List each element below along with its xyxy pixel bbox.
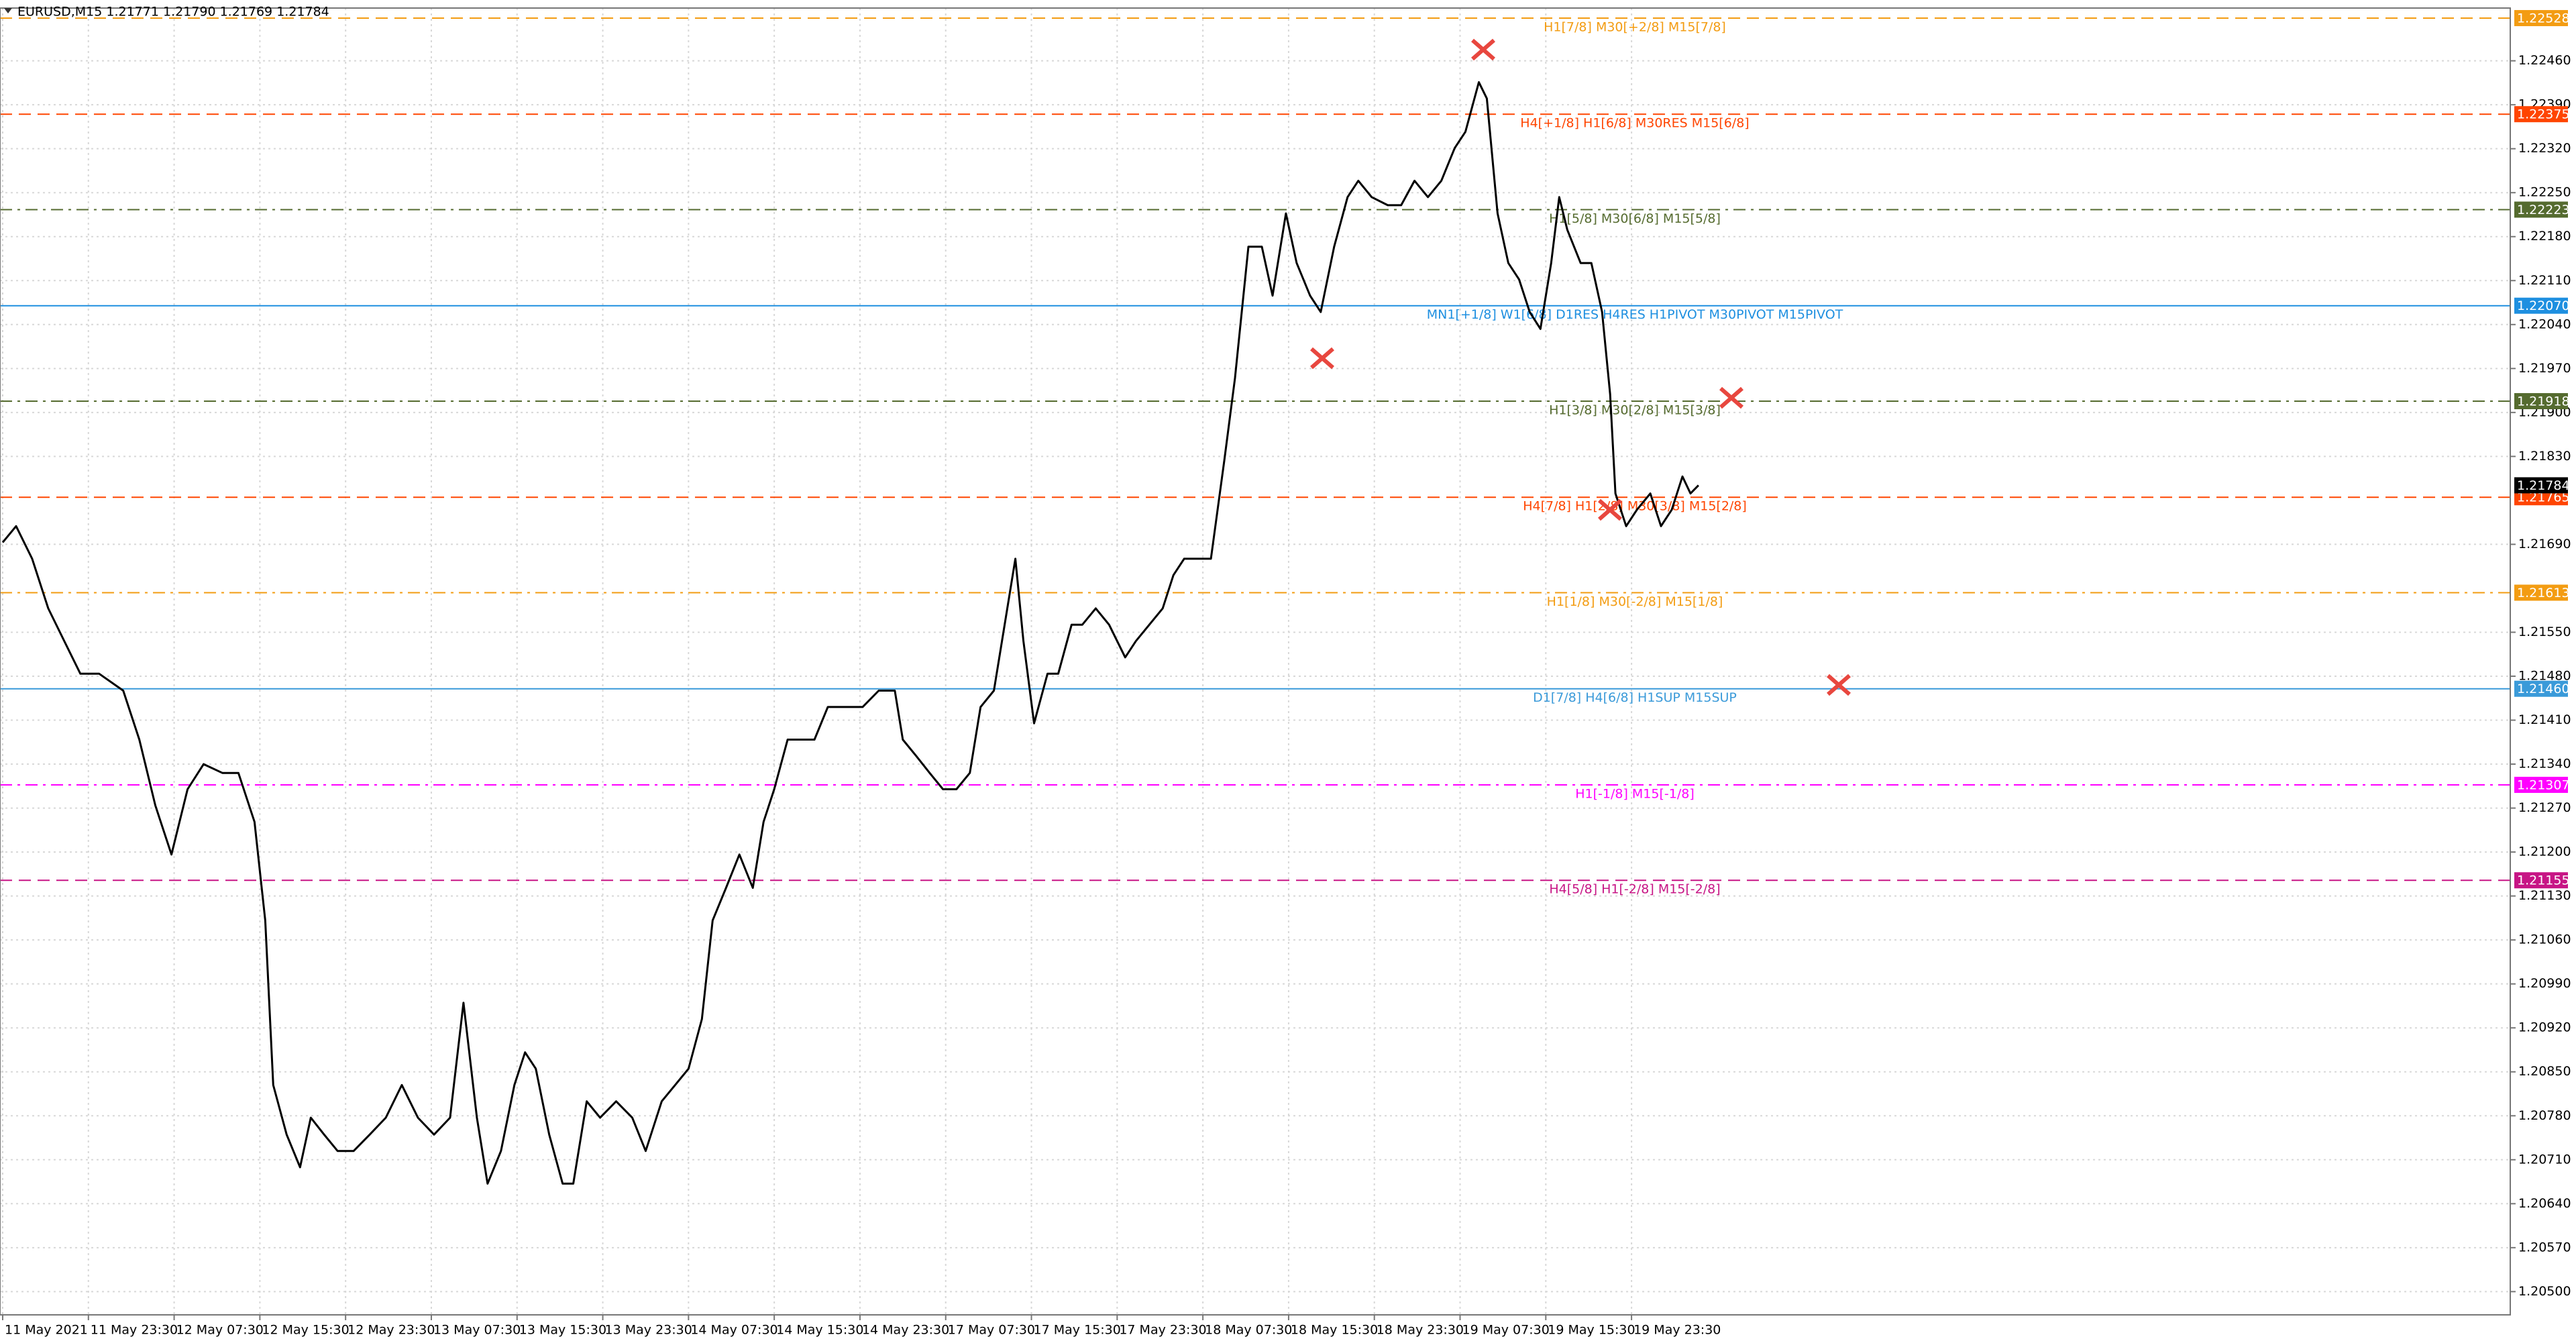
x-tick-label: 19 May 07:30: [1462, 1323, 1550, 1338]
y-tick-label: 1.20990: [2518, 976, 2571, 991]
level-label: H1[-1/8] M15[-1/8]: [1575, 786, 1695, 801]
level-price-label: 1.21307: [2517, 778, 2570, 792]
x-tick-label: 12 May 15:30: [262, 1323, 349, 1338]
current-price-label: 1.21784: [2517, 478, 2570, 493]
y-tick-label: 1.21830: [2518, 449, 2571, 464]
y-tick-label: 1.22320: [2518, 141, 2571, 156]
y-tick-label: 1.20710: [2518, 1152, 2571, 1167]
y-tick-label: 1.21270: [2518, 800, 2571, 815]
level-price-box: [2514, 106, 2568, 123]
level-label: H1[3/8] M30[2/8] M15[3/8]: [1549, 403, 1721, 417]
y-tick-label: 1.21130: [2518, 888, 2571, 903]
plot-frame: [0, 7, 2511, 1316]
x-tick-label: 17 May 07:30: [948, 1323, 1035, 1338]
x-tick-label: 18 May 15:30: [1291, 1323, 1378, 1338]
y-tick-label: 1.21410: [2518, 712, 2571, 727]
level-price-box: [2514, 297, 2568, 314]
y-tick-label: 1.22250: [2518, 185, 2571, 200]
level-price-box: [2514, 201, 2568, 218]
level-price-box: [2514, 392, 2568, 409]
y-tick-label: 1.21200: [2518, 845, 2571, 859]
y-tick-label: 1.21060: [2518, 932, 2571, 947]
current-price-box: [2514, 477, 2568, 494]
level-price-box: [2514, 776, 2568, 793]
y-tick-label: 1.20570: [2518, 1240, 2571, 1254]
level-price-label: 1.22528: [2517, 11, 2570, 25]
level-label: H4[+1/8] H1[6/8] M30RES M15[6/8]: [1520, 116, 1749, 131]
levels: H1[7/8] M30[+2/8] M15[7/8] H4[+1/8] H1[6/…: [0, 17, 2510, 897]
x-tick-label: 17 May 23:30: [1119, 1323, 1206, 1338]
x-marker: [1598, 498, 1622, 521]
level-label: H1[1/8] M30[-2/8] M15[1/8]: [1547, 594, 1723, 609]
level-price-label: 1.21155: [2517, 873, 2570, 888]
price-line: [1, 81, 1699, 1185]
x-tick-label: 18 May 07:30: [1205, 1323, 1292, 1338]
level-label: H1[7/8] M30[+2/8] M15[7/8]: [1544, 19, 1726, 34]
y-tick-label: 1.20850: [2518, 1064, 2571, 1079]
level-price-label: 1.22375: [2517, 107, 2570, 122]
x-tick-label: 13 May 07:30: [433, 1323, 521, 1338]
y-tick-label: 1.22460: [2518, 53, 2571, 68]
y-tick-label: 1.22040: [2518, 317, 2571, 331]
y-tick-label: 1.21970: [2518, 361, 2571, 376]
plot: [1, 81, 1699, 1185]
y-tick-label: 1.20640: [2518, 1196, 2571, 1211]
level-price-label: 1.21918: [2517, 394, 2570, 409]
markers: [1310, 38, 1851, 696]
y-tick-label: 1.21690: [2518, 537, 2571, 551]
x-tick-label: 14 May 23:30: [862, 1323, 949, 1338]
x-marker: [1471, 38, 1495, 61]
level-price-label: 1.22070: [2517, 299, 2570, 313]
level-price-box: [2514, 9, 2568, 26]
y-tick-label: 1.22180: [2518, 229, 2571, 244]
x-tick-label: 12 May 23:30: [347, 1323, 435, 1338]
level-label: MN1[+1/8] W1[6/8] D1RES H4RES H1PIVOT M3…: [1427, 307, 1843, 322]
level-price-label: 1.21613: [2517, 586, 2570, 600]
x-tick-label: 11 May 2021: [5, 1323, 88, 1338]
x-tick-label: 12 May 07:30: [176, 1323, 264, 1338]
x-marker: [1719, 386, 1743, 409]
y-tick-label: 1.22110: [2518, 273, 2571, 288]
level-label: H4[7/8] H1[2/8] M30[3/8] M15[2/8]: [1523, 499, 1747, 514]
y-tick-label: 1.21340: [2518, 757, 2571, 771]
x-tick-label: 19 May 15:30: [1548, 1323, 1635, 1338]
y-tick-label: 1.21550: [2518, 625, 2571, 639]
y-tick-label: 1.20780: [2518, 1108, 2571, 1123]
x-tick-label: 11 May 23:30: [91, 1323, 178, 1338]
y-tick-label: 1.20920: [2518, 1020, 2571, 1035]
x-marker: [1310, 347, 1334, 370]
level-price-label: 1.21765: [2517, 490, 2570, 505]
x-tick-label: 18 May 23:30: [1377, 1323, 1464, 1338]
x-tick-label: 19 May 23:30: [1633, 1323, 1721, 1338]
level-label: D1[7/8] H4[6/8] H1SUP M15SUP: [1533, 690, 1737, 705]
level-price-label: 1.21460: [2517, 682, 2570, 696]
level-label: H1[5/8] M30[6/8] M15[5/8]: [1549, 211, 1721, 226]
level-price-box: [2514, 872, 2568, 889]
x-tick-label: 13 May 15:30: [519, 1323, 606, 1338]
chart-header: EURUSD,M15 1.21771 1.21790 1.21769 1.217…: [17, 5, 329, 19]
x-marker: [1827, 674, 1851, 696]
x-tick-label: 14 May 15:30: [776, 1323, 863, 1338]
y-tick-label: 1.21480: [2518, 668, 2571, 683]
x-tick-label: 14 May 07:30: [690, 1323, 777, 1338]
x-tick-label: 13 May 23:30: [605, 1323, 692, 1338]
level-price-box: [2514, 584, 2568, 601]
y-tick-label: 1.20500: [2518, 1284, 2571, 1299]
level-label: H4[5/8] H1[-2/8] M15[-2/8]: [1549, 882, 1720, 897]
level-price-label: 1.22223: [2517, 203, 2570, 217]
level-price-box: [2514, 680, 2568, 697]
menu-arrow: [4, 8, 12, 13]
x-tick-label: 17 May 15:30: [1034, 1323, 1121, 1338]
